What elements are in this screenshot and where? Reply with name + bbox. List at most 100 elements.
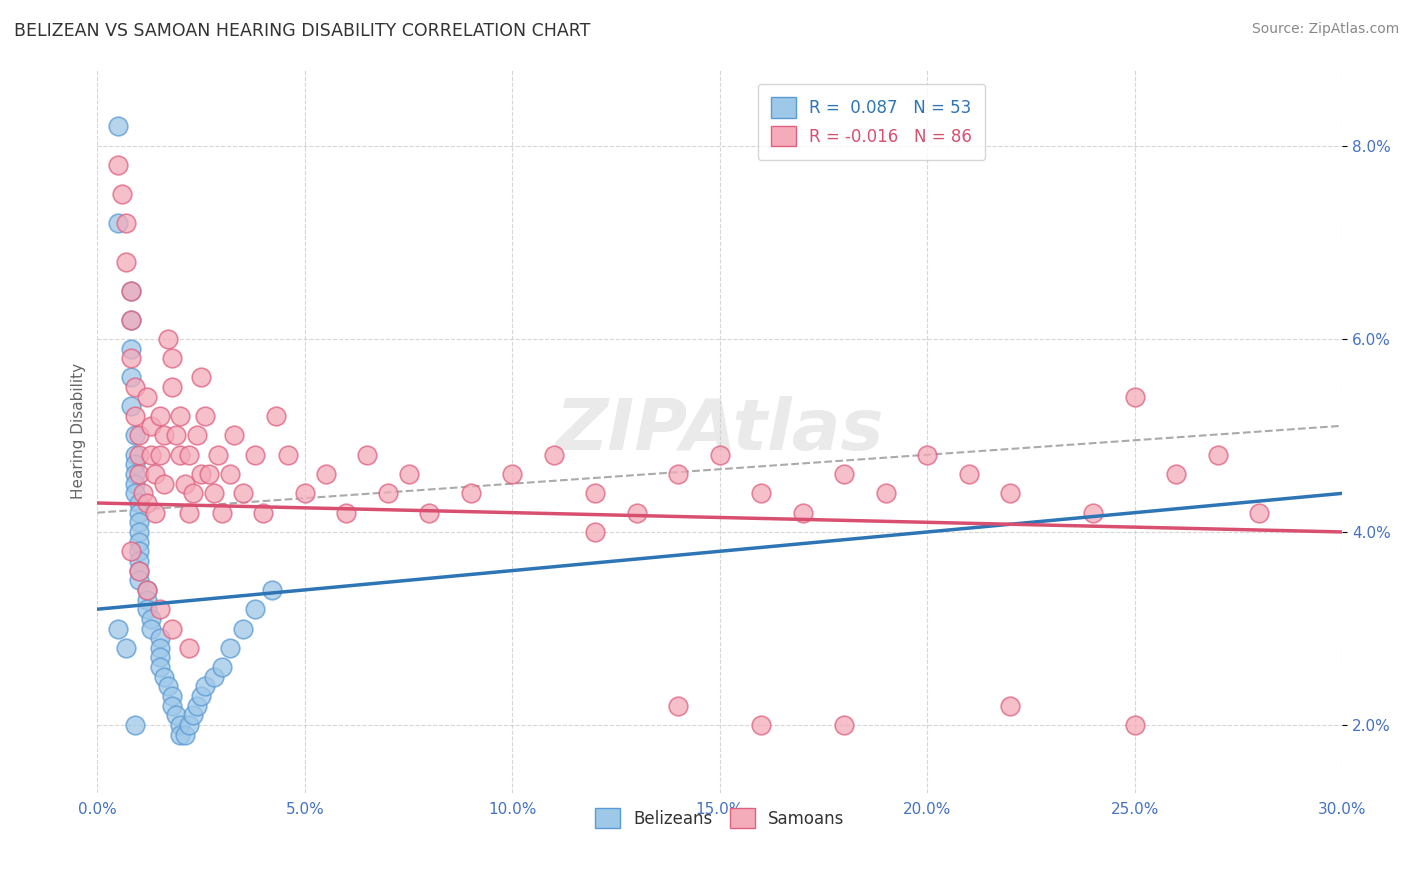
Point (149, 602, 172, 616)
Point (1166, 467, 1188, 481)
Point (128, 564, 150, 578)
Text: BELIZEAN VS SAMOAN HEARING DISABILITY CORRELATION CHART: BELIZEAN VS SAMOAN HEARING DISABILITY CO… (14, 22, 591, 40)
Point (169, 728, 191, 742)
Point (120, 351, 142, 366)
Point (190, 370, 212, 384)
Point (190, 689, 212, 703)
Point (294, 486, 316, 500)
Point (709, 448, 731, 462)
Point (149, 660, 172, 674)
Point (165, 428, 187, 442)
Point (335, 506, 357, 520)
Point (264, 409, 287, 423)
Point (141, 612, 163, 626)
Point (315, 467, 337, 481)
Point (792, 506, 814, 520)
Point (190, 467, 212, 481)
Point (152, 476, 174, 491)
Point (141, 418, 163, 433)
Point (243, 602, 266, 616)
Point (751, 718, 773, 732)
Point (418, 506, 440, 520)
Point (834, 718, 856, 732)
Point (124, 409, 146, 423)
Point (124, 428, 146, 442)
Point (1083, 506, 1105, 520)
Point (115, 640, 138, 655)
Point (186, 428, 208, 442)
Point (1249, 506, 1271, 520)
Point (165, 708, 187, 723)
Point (194, 409, 217, 423)
Point (834, 467, 856, 481)
Point (124, 486, 146, 500)
Point (160, 689, 183, 703)
Point (149, 631, 172, 645)
Point (583, 486, 606, 500)
Point (243, 448, 266, 462)
Point (145, 506, 167, 520)
Point (211, 660, 233, 674)
Point (160, 622, 183, 636)
Point (128, 428, 150, 442)
Point (224, 428, 246, 442)
Text: Source: ZipAtlas.com: Source: ZipAtlas.com (1251, 22, 1399, 37)
Point (107, 158, 129, 172)
Point (149, 640, 172, 655)
Point (128, 516, 150, 530)
Point (128, 506, 150, 520)
Point (120, 284, 142, 298)
Point (202, 670, 225, 684)
Point (120, 544, 142, 558)
Point (128, 554, 150, 568)
Point (219, 467, 242, 481)
Point (160, 380, 183, 394)
Point (356, 448, 378, 462)
Point (583, 524, 606, 539)
Point (917, 448, 939, 462)
Point (160, 698, 183, 713)
Point (120, 342, 142, 356)
Point (128, 544, 150, 558)
Point (152, 670, 174, 684)
Point (160, 351, 183, 366)
Point (156, 680, 179, 694)
Point (1000, 486, 1022, 500)
Point (202, 486, 225, 500)
Point (120, 400, 142, 414)
Legend: Belizeans, Samoans: Belizeans, Samoans (589, 801, 851, 835)
Point (198, 467, 221, 481)
Point (260, 582, 283, 597)
Point (252, 506, 274, 520)
Point (149, 448, 172, 462)
Point (207, 448, 229, 462)
Point (1123, 718, 1146, 732)
Point (219, 640, 242, 655)
Point (124, 718, 146, 732)
Point (128, 448, 150, 462)
Point (232, 622, 254, 636)
Point (149, 409, 172, 423)
Point (111, 187, 134, 202)
Point (152, 428, 174, 442)
Point (136, 592, 159, 607)
Point (501, 467, 523, 481)
Point (136, 390, 159, 404)
Point (277, 448, 299, 462)
Point (128, 534, 150, 549)
Point (124, 467, 146, 481)
Point (141, 448, 163, 462)
Point (128, 467, 150, 481)
Point (124, 476, 146, 491)
Point (377, 486, 399, 500)
Point (132, 486, 155, 500)
Point (177, 718, 200, 732)
Point (181, 708, 204, 723)
Point (177, 448, 200, 462)
Point (181, 486, 204, 500)
Point (173, 476, 195, 491)
Point (169, 718, 191, 732)
Point (626, 506, 648, 520)
Text: ZIPAtlas: ZIPAtlas (555, 396, 884, 465)
Point (124, 458, 146, 472)
